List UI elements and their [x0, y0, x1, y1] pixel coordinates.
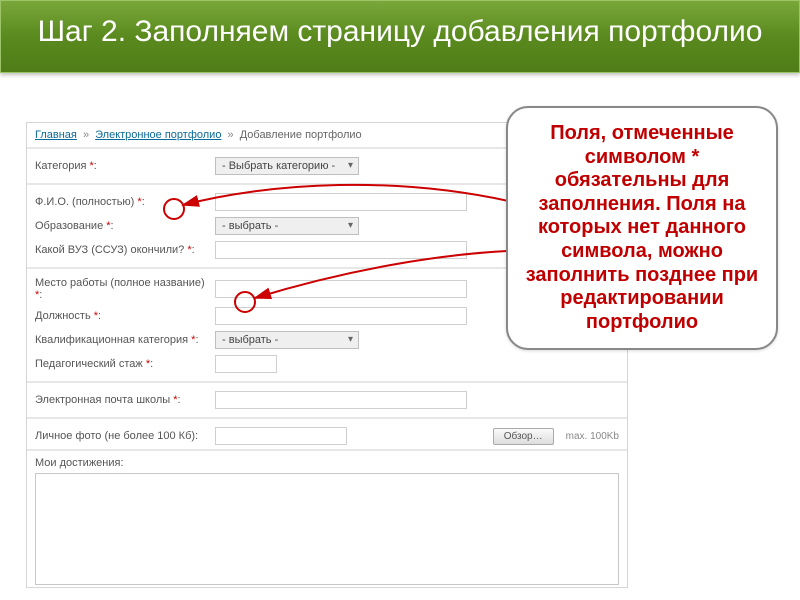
input-exp[interactable]	[215, 355, 277, 373]
input-email[interactable]	[215, 391, 467, 409]
label-fio: Ф.И.О. (полностью) *:	[35, 196, 215, 208]
slide-title: Шаг 2. Заполняем страницу добавления пор…	[0, 0, 800, 73]
slide: Шаг 2. Заполняем страницу добавления пор…	[0, 0, 800, 600]
section-achievements: Мои достижения:	[27, 451, 627, 587]
input-fio[interactable]	[215, 193, 467, 211]
select-category[interactable]: - Выбрать категорию -	[215, 157, 359, 175]
select-qual[interactable]: - выбрать -	[215, 331, 359, 349]
browse-button[interactable]: Обзор…	[493, 428, 554, 445]
photo-note: max. 100Kb	[566, 431, 619, 442]
label-photo: Личное фото (не более 100 Кб):	[35, 430, 215, 442]
crumb-home[interactable]: Главная	[35, 129, 77, 141]
label-email: Электронная почта школы *:	[35, 394, 215, 406]
textarea-achv[interactable]	[35, 473, 619, 585]
label-workplace: Место работы (полное название) *:	[35, 277, 215, 301]
asterisk-highlight	[163, 198, 185, 220]
section-email: Электронная почта школы *:	[27, 383, 627, 419]
label-edu: Образование *:	[35, 220, 215, 232]
input-photo-path[interactable]	[215, 427, 347, 445]
label-exp: Педагогический стаж *:	[35, 358, 215, 370]
section-photo: Личное фото (не более 100 Кб): Обзор… ma…	[27, 419, 627, 451]
label-category: Категория *:	[35, 160, 215, 172]
crumb-current: Добавление портфолио	[240, 129, 362, 141]
crumb-sep: »	[83, 129, 89, 141]
required-fields-callout: Поля, отмеченные символом * обязательны …	[506, 106, 778, 350]
label-achv: Мои достижения:	[35, 457, 124, 469]
label-qual: Квалификационная категория *:	[35, 334, 215, 346]
input-vuz[interactable]	[215, 241, 467, 259]
label-vuz: Какой ВУЗ (ССУЗ) окончили? *:	[35, 244, 215, 256]
select-edu[interactable]: - выбрать -	[215, 217, 359, 235]
label-position: Должность *:	[35, 310, 215, 322]
asterisk-highlight	[234, 291, 256, 313]
crumb-portfolio[interactable]: Электронное портфолио	[95, 129, 221, 141]
crumb-sep: »	[228, 129, 234, 141]
